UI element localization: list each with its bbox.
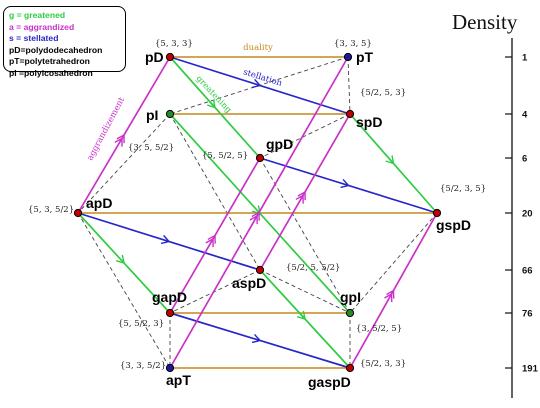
edge-arrowhead xyxy=(160,234,171,245)
node-label-gpd: gpD xyxy=(266,136,293,152)
construction-dashed-line xyxy=(169,269,261,314)
node-gspd xyxy=(432,208,442,218)
node-label-gpi: gpI xyxy=(340,289,361,305)
node-gpi xyxy=(345,308,355,318)
legend-row-pt: pT=polytetrahedron xyxy=(9,56,90,66)
edge-arrowhead xyxy=(251,78,262,89)
edge-arrowhead xyxy=(207,234,216,244)
edge-label-greatening: greatening xyxy=(194,74,234,116)
node-label-aspd: aspD xyxy=(232,275,266,291)
node-aspd xyxy=(255,265,265,275)
edge-arrowhead xyxy=(116,133,125,144)
edge-arrowhead xyxy=(114,137,123,147)
edge-arrowhead xyxy=(206,99,216,109)
legend-row-pd: pD=polydodecahedron xyxy=(9,44,103,55)
node-pd xyxy=(165,52,175,62)
edge-arrowhead xyxy=(251,333,262,344)
density-tick-label: 1 xyxy=(522,53,528,64)
schlafli-symbol-apt: {3, 3, 5/2} xyxy=(120,361,166,371)
edge-arrowhead xyxy=(386,289,395,299)
edge-arrowhead xyxy=(115,254,125,265)
edge-arrowhead xyxy=(205,237,214,248)
schlafli-symbol-pd: {5, 3, 3} xyxy=(155,39,193,49)
construction-dashed-line xyxy=(77,212,171,369)
node-label-spd: spD xyxy=(356,114,382,130)
node-label-pt: pT xyxy=(356,49,374,65)
node-pi xyxy=(165,109,175,119)
density-tick-label: 6 xyxy=(522,154,527,165)
node-gapd xyxy=(165,308,175,318)
edge-arrowhead xyxy=(249,214,258,225)
construction-dashed-line xyxy=(169,113,261,271)
density-tick-label: 66 xyxy=(522,266,533,277)
schlafli-symbol-misc_symbol: {3, 5, 5/2} xyxy=(128,143,174,153)
edge-arrowhead xyxy=(251,211,260,221)
schlafli-symbol-apd: {5, 3, 5/2} xyxy=(28,205,74,215)
legend-row-pi: pI =polyicosahedron xyxy=(9,67,93,78)
schlafli-symbol-spd: {5/2, 5, 3} xyxy=(360,88,406,98)
construction-dashed-line xyxy=(77,113,171,214)
node-gaspd xyxy=(345,363,355,373)
node-label-gaspd: gaspD xyxy=(308,374,351,390)
construction-dashed-line xyxy=(259,113,351,159)
node-spd xyxy=(345,109,355,119)
node-pt xyxy=(343,52,353,62)
edge-label-duality: duality xyxy=(243,43,273,53)
legend-row-greatened: g = greatened xyxy=(9,10,66,20)
density-tick-label: 191 xyxy=(522,364,539,375)
schlafli-symbol-gaspd: {5/2, 3, 3} xyxy=(360,359,406,369)
schlafli-symbol-pt: {3, 3, 5} xyxy=(334,39,372,49)
node-label-gspd: gspD xyxy=(436,217,471,233)
construction-dashed-line xyxy=(259,269,351,314)
density-tick-label: 4 xyxy=(522,110,528,121)
edge-arrowhead xyxy=(295,194,304,204)
node-apd xyxy=(73,208,83,218)
edge-arrowhead xyxy=(340,178,350,189)
legend-row-stellated: s = stellated xyxy=(9,33,59,43)
node-gpd xyxy=(255,153,265,163)
density-tick-label: 20 xyxy=(522,209,533,220)
density-tick-label: 76 xyxy=(522,309,533,320)
node-label-apt: apT xyxy=(166,372,191,388)
legend-row-aggrandized: a = aggrandized xyxy=(9,21,75,32)
node-label-pd: pD xyxy=(145,49,164,65)
node-label-apd: apD xyxy=(86,195,112,211)
legend: g = greatened a = aggrandized s = stella… xyxy=(3,6,126,78)
construction-dashed-line xyxy=(347,56,351,115)
schlafli-symbol-gpi: {3, 5/2, 5} xyxy=(356,324,402,334)
node-label-gapd: gapD xyxy=(152,289,187,305)
edge-arrowhead xyxy=(385,155,395,165)
construction-dashed-line xyxy=(349,212,438,314)
schlafli-symbol-gpd: {5, 5/2, 5} xyxy=(202,151,248,161)
edge-arrowhead xyxy=(251,205,261,215)
edge-arrowhead xyxy=(296,310,306,321)
schlafli-symbol-gapd: {5, 5/2, 3} xyxy=(118,319,164,329)
schlafli-symbol-gspd: {5/2, 3, 5} xyxy=(440,184,486,194)
edge-arrowhead xyxy=(384,292,393,303)
schlafli-symbol-aspd: {5/2, 5, 5/2} xyxy=(286,263,340,273)
node-label-pi: pI xyxy=(146,107,158,123)
edge-arrowhead xyxy=(297,190,306,201)
node-apt xyxy=(165,363,175,373)
edge-label-aggrandizement: aggrandizement xyxy=(85,95,127,162)
density-title: Density xyxy=(452,10,518,34)
